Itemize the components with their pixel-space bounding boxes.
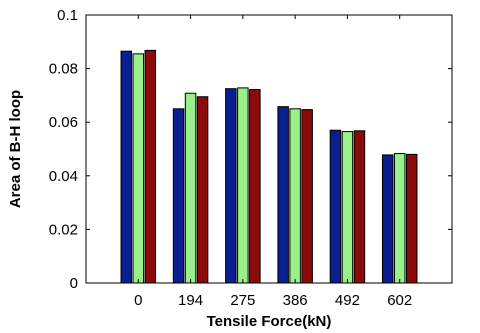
- bar-602-series-3: [405, 153, 418, 284]
- bar-492-series-1: [329, 129, 342, 284]
- x-tick-label: 492: [335, 292, 360, 309]
- bar-0-series-2: [132, 53, 145, 284]
- bar-492-series-2: [341, 131, 354, 284]
- x-tick-label: 194: [178, 292, 203, 309]
- plot-frame: [85, 14, 453, 284]
- bar-275-series-3: [249, 89, 261, 284]
- y-tick-label: 0.02: [49, 221, 78, 238]
- x-tick-label: 275: [230, 292, 255, 309]
- bar-386-series-3: [301, 109, 313, 284]
- bar-0-series-3: [144, 49, 157, 284]
- bar-0-series-1: [120, 50, 133, 284]
- y-axis: 0 0.02 0.04 0.06 0.08 0.1: [49, 7, 452, 292]
- bar-602-series-1: [381, 154, 394, 284]
- y-tick-label: 0.04: [49, 168, 78, 185]
- bar-275-series-2: [237, 87, 249, 284]
- x-tick-label: 386: [283, 292, 308, 309]
- y-tick-label: 0: [70, 275, 78, 292]
- bar-602-series-2: [393, 153, 406, 284]
- bar-275-series-1: [225, 88, 237, 284]
- y-tick-label: 0.06: [49, 114, 78, 131]
- x-tick-label: 0: [134, 292, 142, 309]
- x-axis: 0 194 275 386 492 602: [134, 15, 412, 309]
- y-tick-label: 0.1: [57, 7, 78, 24]
- bar-194-series-3: [196, 96, 209, 284]
- bar-492-series-3: [353, 130, 366, 284]
- bar-194-series-1: [172, 108, 185, 284]
- bar-386-series-2: [289, 108, 301, 284]
- y-axis-title: Area of B-H loop: [7, 90, 24, 208]
- x-axis-title: Tensile Force(kN): [207, 313, 332, 330]
- x-tick-label: 602: [387, 292, 412, 309]
- bar-194-series-2: [184, 92, 197, 284]
- bar-386-series-1: [277, 106, 289, 284]
- y-tick-label: 0.08: [49, 61, 78, 78]
